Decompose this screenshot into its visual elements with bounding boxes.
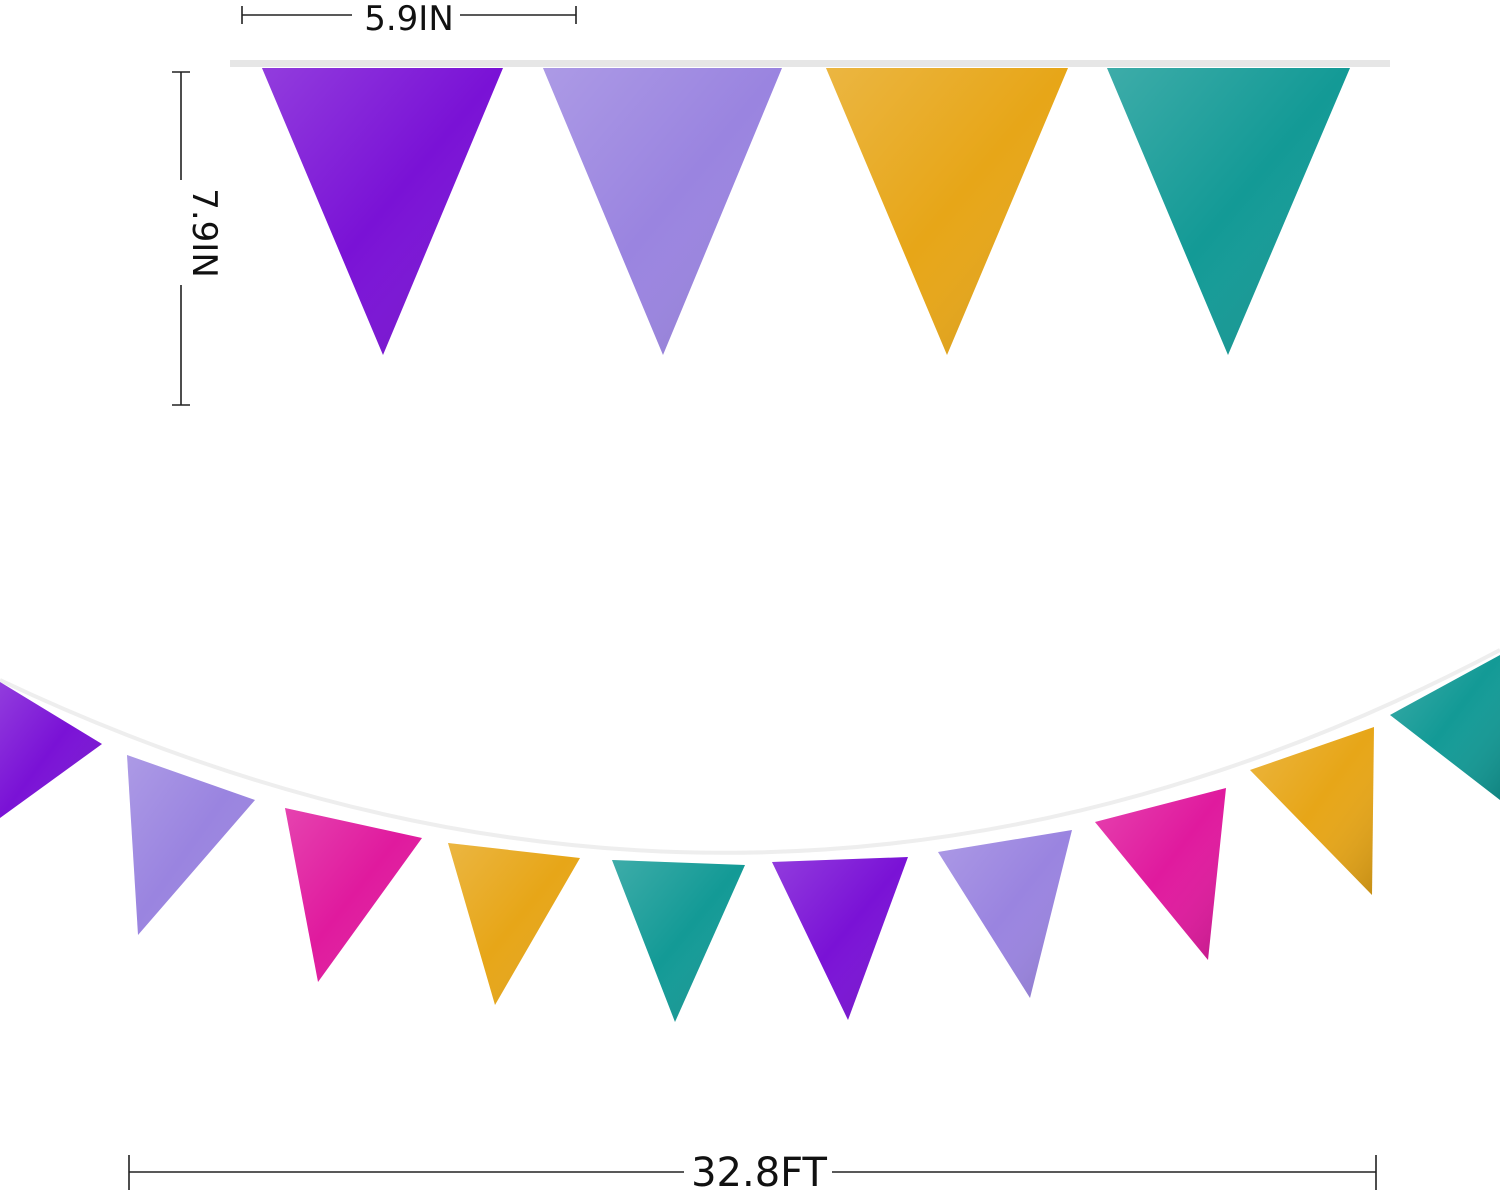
pennant-flag-lavender-shine bbox=[543, 68, 782, 355]
length-label: 32.8FT bbox=[691, 1150, 827, 1195]
garland-flag-teal-shine bbox=[612, 860, 745, 1022]
garland bbox=[0, 648, 1500, 1022]
pennant-flag-purple-shine bbox=[262, 68, 503, 355]
height-label: 7.9IN bbox=[184, 188, 224, 278]
pennant-flag-teal-shine bbox=[1107, 68, 1350, 355]
garland-flag-lavender-shine bbox=[127, 755, 255, 935]
garland-flag-magenta-shine bbox=[285, 808, 422, 982]
garland-flag-teal-shine bbox=[1390, 655, 1500, 800]
length-dimension bbox=[128, 1155, 1377, 1190]
closeup-flags bbox=[230, 60, 1390, 355]
garland-flag-purple-shine bbox=[0, 682, 102, 818]
hanging-string bbox=[230, 60, 1390, 67]
garland-flag-purple-shine bbox=[772, 857, 908, 1020]
garland-flag-magenta-shine bbox=[1095, 788, 1226, 960]
pennant-flag-gold-shine bbox=[826, 68, 1068, 355]
height-dimension bbox=[172, 71, 190, 406]
garland-flag-lavender-shine bbox=[938, 830, 1072, 998]
garland-flag-gold-shine bbox=[1250, 727, 1374, 895]
width-label: 5.9IN bbox=[364, 0, 454, 39]
garland-string bbox=[0, 648, 1500, 855]
garland-flag-gold-shine bbox=[448, 843, 580, 1005]
width-dimension bbox=[241, 6, 577, 24]
